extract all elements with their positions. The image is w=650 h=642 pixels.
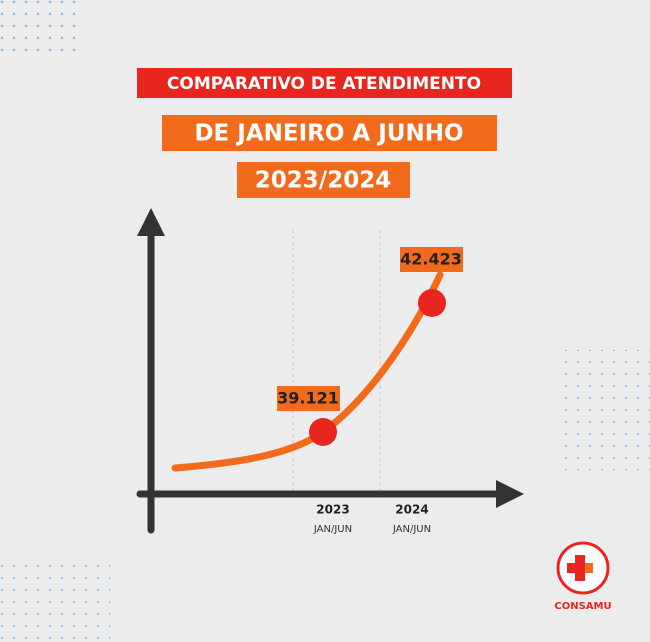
period-label: JAN/JUN bbox=[313, 524, 352, 535]
logo-name: CONSAMU bbox=[554, 601, 611, 612]
arrowhead bbox=[496, 480, 524, 508]
value-label: 39.121 bbox=[277, 389, 339, 408]
year-label: 2023 bbox=[316, 503, 349, 517]
title-line: COMPARATIVO DE ATENDIMENTO bbox=[167, 74, 481, 94]
point-marker bbox=[309, 418, 337, 446]
logo-cross bbox=[567, 555, 593, 581]
title-box bbox=[137, 68, 512, 98]
dot-pattern bbox=[560, 350, 650, 470]
dot-pattern bbox=[0, 560, 110, 642]
value-label: 42.423 bbox=[400, 250, 462, 269]
logo-cross bbox=[585, 563, 593, 573]
point-marker bbox=[418, 289, 446, 317]
value-box bbox=[277, 386, 340, 411]
year-label: 2024 bbox=[395, 503, 428, 517]
title-box bbox=[162, 115, 497, 151]
title-line: 2023/2024 bbox=[255, 168, 391, 194]
arrowhead bbox=[137, 208, 165, 236]
title-box bbox=[237, 162, 410, 198]
period-label: JAN/JUN bbox=[392, 524, 431, 535]
value-box bbox=[400, 247, 463, 272]
title-line: DE JANEIRO A JUNHO bbox=[194, 121, 463, 147]
dot-pattern bbox=[0, 0, 80, 60]
